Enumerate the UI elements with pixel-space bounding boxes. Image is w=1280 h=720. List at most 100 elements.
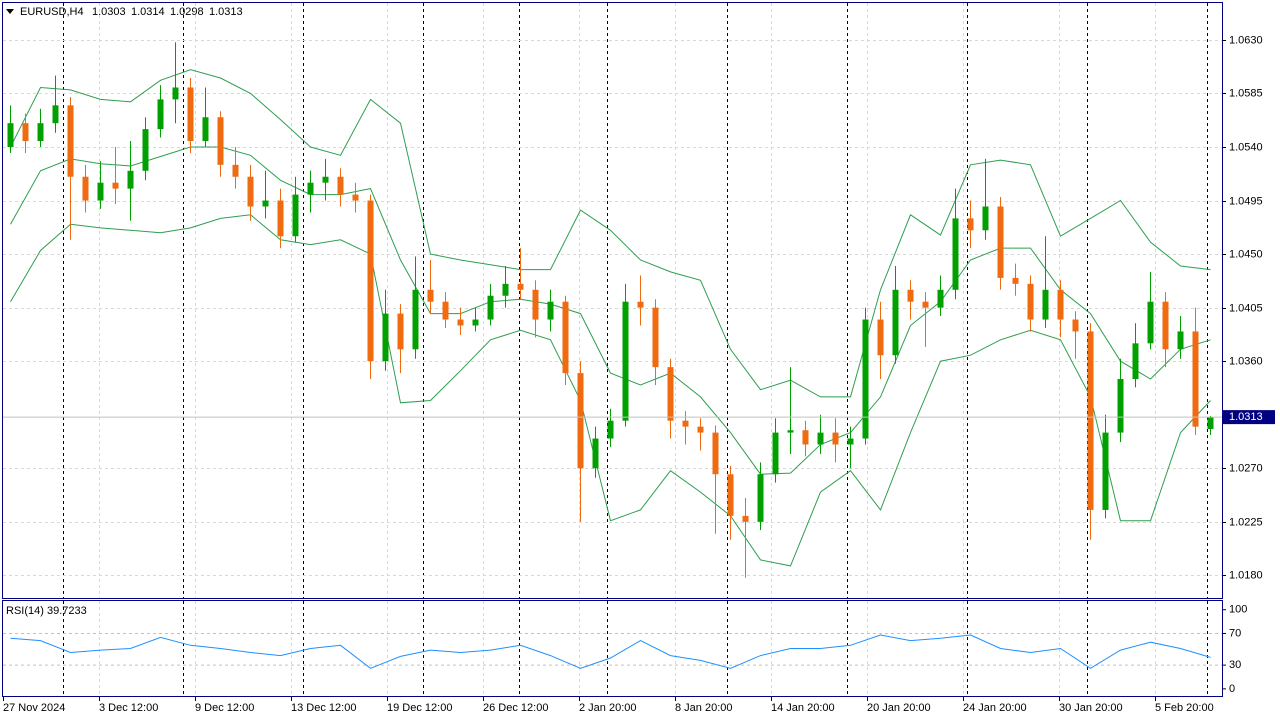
candle-body	[982, 206, 989, 231]
rsi-y-tick-label: 100	[1229, 604, 1247, 616]
x-tick-label: 5 Feb 20:00	[1155, 702, 1214, 714]
candle-body	[67, 105, 74, 177]
candle-body	[1147, 301, 1154, 344]
candle-body	[952, 218, 959, 290]
candle-body	[502, 283, 509, 296]
candle-body	[802, 430, 809, 445]
candle-body	[247, 176, 254, 207]
candle-body	[1027, 283, 1034, 320]
candle-body	[97, 182, 104, 201]
y-tick-label: 1.0270	[1229, 462, 1263, 474]
candle-body	[1117, 379, 1124, 433]
candle-body	[907, 289, 914, 302]
candle-body	[742, 515, 749, 522]
x-tick-label: 24 Jan 20:00	[963, 702, 1027, 714]
x-tick-label: 13 Dec 12:00	[291, 702, 356, 714]
candle-body	[442, 301, 449, 320]
current-price-box	[1223, 410, 1275, 425]
x-tick-label: 27 Nov 2024	[3, 702, 65, 714]
candle-body	[1057, 289, 1064, 320]
candle-body	[607, 420, 614, 439]
rsi-y-tick-label: 0	[1229, 683, 1235, 695]
y-tick-label: 1.0630	[1229, 34, 1263, 46]
candle-body	[727, 474, 734, 516]
x-tick-label: 19 Dec 12:00	[387, 702, 452, 714]
candle-body	[397, 313, 404, 350]
rsi-y-tick-label: 30	[1229, 659, 1241, 671]
candle-body	[337, 176, 344, 195]
candle-body	[292, 194, 299, 237]
main-frame	[2, 2, 1223, 599]
bollinger-lower	[10, 214, 1211, 567]
candle-body	[127, 170, 134, 189]
y-tick-label: 1.0225	[1229, 516, 1263, 528]
x-tick-label: 9 Dec 12:00	[195, 702, 254, 714]
candle-body	[1192, 331, 1199, 427]
candle-body	[517, 283, 524, 290]
candle-body	[367, 200, 374, 362]
candle-body	[262, 200, 269, 207]
candle-body	[637, 301, 644, 308]
x-tick-label: 14 Jan 20:00	[771, 702, 835, 714]
candle-body	[322, 176, 329, 183]
candle-body	[997, 206, 1004, 278]
candle-body	[937, 289, 944, 308]
candle-body	[1042, 289, 1049, 320]
candle-body	[232, 164, 239, 177]
rsi-frame	[2, 600, 1223, 697]
candle-body	[142, 129, 149, 171]
rsi-line	[10, 634, 1211, 669]
ohlc-low: 1.0298	[170, 6, 204, 18]
candle-body	[652, 307, 659, 368]
candle-body	[52, 105, 59, 124]
y-tick-label: 1.0405	[1229, 302, 1263, 314]
candle-body	[187, 87, 194, 142]
candle-body	[712, 432, 719, 475]
candle-body	[967, 218, 974, 231]
candle-body	[157, 99, 164, 130]
candle-body	[1072, 319, 1079, 332]
candle-body	[682, 420, 689, 427]
candle-body	[457, 319, 464, 326]
candle-body	[307, 182, 314, 195]
candle-body	[757, 474, 764, 522]
ohlc-open: 1.0303	[92, 6, 126, 18]
candle-body	[1162, 301, 1169, 350]
candle-body	[427, 289, 434, 302]
x-tick-label: 26 Dec 12:00	[483, 702, 548, 714]
candle-body	[382, 313, 389, 362]
candle-body	[622, 301, 629, 421]
rsi-y-tick-label: 70	[1229, 627, 1241, 639]
candle-body	[472, 319, 479, 326]
rsi-label: RSI(14) 39.7233	[6, 605, 87, 617]
ohlc-close: 1.0313	[209, 6, 243, 18]
candle-body	[277, 200, 284, 237]
candle-body	[832, 432, 839, 445]
y-tick-label: 1.0180	[1229, 569, 1263, 581]
menu-triangle[interactable]	[6, 9, 14, 14]
y-tick-label: 1.0540	[1229, 141, 1263, 153]
candle-body	[862, 319, 869, 439]
candle-body	[412, 289, 419, 350]
candle-body	[487, 295, 494, 320]
candle-body	[772, 432, 779, 475]
candle-body	[1132, 343, 1139, 380]
candle-body	[787, 430, 794, 433]
candle-body	[847, 438, 854, 445]
candle-body	[532, 289, 539, 320]
candle-body	[82, 176, 89, 201]
bollinger-upper	[10, 69, 1211, 398]
candle-body	[817, 432, 824, 445]
candle-body	[892, 289, 899, 356]
candle-body	[1012, 277, 1019, 284]
candle-body	[877, 319, 884, 356]
x-tick-label: 3 Dec 12:00	[99, 702, 158, 714]
current-price-label: 1.0313	[1229, 411, 1263, 423]
candle-body	[547, 301, 554, 320]
x-tick-label: 2 Jan 20:00	[579, 702, 637, 714]
candle-body	[577, 373, 584, 469]
x-tick-label: 30 Jan 20:00	[1059, 702, 1123, 714]
x-tick-label: 20 Jan 20:00	[867, 702, 931, 714]
y-tick-label: 1.0360	[1229, 355, 1263, 367]
